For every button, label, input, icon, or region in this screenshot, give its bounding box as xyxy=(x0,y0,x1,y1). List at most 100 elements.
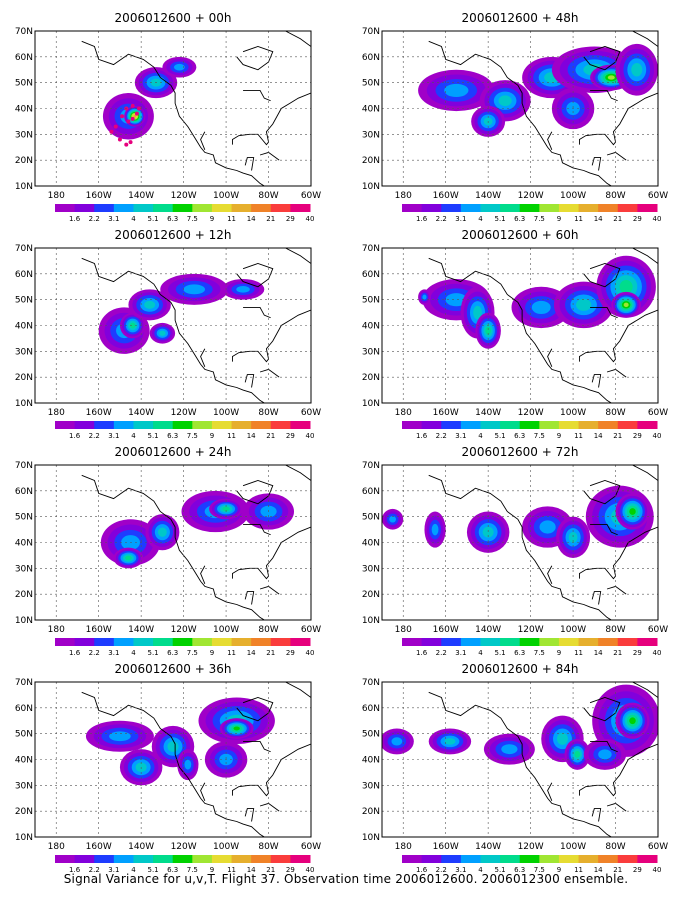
colorbar-swatch xyxy=(270,855,291,863)
colorbar-swatch xyxy=(598,855,619,863)
colorbar-label: 5.1 xyxy=(148,432,159,440)
lon-tick-label: 60W xyxy=(301,191,321,201)
colorbar-swatch xyxy=(402,638,423,646)
colorbar-label: 11 xyxy=(574,649,583,657)
colorbar-label: 11 xyxy=(574,432,583,440)
colorbar-label: 11 xyxy=(574,866,583,874)
colorbar-swatch xyxy=(598,421,619,429)
observation-point xyxy=(109,129,114,134)
lon-tick-label: 120W xyxy=(518,191,544,201)
colorbar-swatch xyxy=(153,204,174,212)
colorbar-label: 40 xyxy=(653,215,662,223)
colorbar-label: 29 xyxy=(286,866,295,874)
colorbar-label: 40 xyxy=(306,215,315,223)
lon-tick-label: 80W xyxy=(258,625,278,635)
colorbar-label: 7.5 xyxy=(534,432,545,440)
coastline xyxy=(285,682,311,698)
lon-tick-label: 160W xyxy=(433,625,459,635)
variance-contour xyxy=(574,750,581,758)
colorbar-swatch xyxy=(270,421,291,429)
coastline xyxy=(244,591,255,605)
lon-tick-label: 100W xyxy=(213,191,239,201)
colorbar-label: 21 xyxy=(266,432,275,440)
coastline xyxy=(547,565,553,585)
map-area xyxy=(81,682,311,837)
coastline xyxy=(606,802,627,812)
colorbar-label: 4 xyxy=(131,215,136,223)
lon-tick-label: 140W xyxy=(128,191,154,201)
colorbar-swatch xyxy=(402,421,423,429)
lat-tick-label: 20N xyxy=(362,156,380,166)
colorbar-label: 1.6 xyxy=(69,215,81,223)
variance-contour xyxy=(485,326,491,335)
variance-contour xyxy=(598,749,612,760)
coastline xyxy=(547,131,553,151)
panel-title: 2006012600 + 00h xyxy=(115,11,232,25)
panel-title: 2006012600 + 60h xyxy=(462,228,579,242)
colorbar-label: 5.1 xyxy=(495,649,506,657)
lon-tick-label: 100W xyxy=(213,842,239,852)
colorbar-label: 3.1 xyxy=(455,649,466,657)
variance-contour xyxy=(623,302,629,307)
lat-tick-label: 50N xyxy=(362,79,380,89)
coastline xyxy=(259,368,280,378)
lat-tick-label: 50N xyxy=(362,296,380,306)
colorbar-label: 1.6 xyxy=(416,215,428,223)
colorbar-swatch xyxy=(113,204,134,212)
colorbar-label: 5.1 xyxy=(495,866,506,874)
colorbar-swatch xyxy=(55,855,76,863)
colorbar-label: 1.6 xyxy=(416,432,428,440)
colorbar-swatch xyxy=(172,638,193,646)
colorbar-label: 3.1 xyxy=(455,432,466,440)
colorbar-label: 7.5 xyxy=(187,866,198,874)
coastline xyxy=(590,89,618,102)
panel-frame xyxy=(34,247,312,404)
variance-contour xyxy=(631,63,643,77)
lat-tick-label: 50N xyxy=(15,296,33,306)
colorbar-label: 21 xyxy=(613,866,622,874)
lon-tick-label: 120W xyxy=(171,408,197,418)
colorbar-swatch xyxy=(637,204,658,212)
colorbar-label: 7.5 xyxy=(187,432,198,440)
colorbar-swatch xyxy=(211,421,233,429)
lon-tick-label: 100W xyxy=(560,625,586,635)
variance-contour xyxy=(236,286,250,293)
lon-tick-label: 140W xyxy=(475,842,501,852)
coastline xyxy=(632,248,658,264)
colorbar-label: 21 xyxy=(613,215,622,223)
lat-tick-label: 10N xyxy=(15,182,33,192)
colorbar-label: 7.5 xyxy=(534,866,545,874)
lat-tick-label: 30N xyxy=(15,347,33,357)
variance-contour xyxy=(445,293,468,307)
colorbar-swatch xyxy=(460,421,481,429)
colorbar-swatch xyxy=(231,855,252,863)
colorbar-swatch xyxy=(558,204,580,212)
coastline xyxy=(231,309,311,363)
colorbar-swatch xyxy=(519,638,540,646)
chart-panel: 2006012600 + 84h 70N 60N 50N 40N 30N 20N 10N 180… xyxy=(362,662,668,874)
colorbar-swatch xyxy=(441,204,462,212)
chart-panel: 2006012600 + 12h 70N 60N 50N 40N 30N 20N 10N 180… xyxy=(15,228,321,440)
lat-tick-label: 60N xyxy=(15,270,33,280)
coastline xyxy=(606,368,627,378)
variance-contour xyxy=(501,744,518,755)
colorbar-label: 1.6 xyxy=(416,649,428,657)
colorbar-swatch xyxy=(500,638,521,646)
variance-contour xyxy=(498,95,512,107)
lat-tick-label: 40N xyxy=(362,539,380,549)
lon-tick-label: 60W xyxy=(301,842,321,852)
coastline xyxy=(591,157,602,171)
lon-tick-label: 140W xyxy=(475,408,501,418)
colorbar-label: 1.6 xyxy=(416,866,428,874)
colorbar-swatch xyxy=(598,204,619,212)
panel-frame xyxy=(381,464,659,621)
colorbar-swatch xyxy=(290,204,311,212)
observation-point xyxy=(126,119,131,124)
colorbar-label: 21 xyxy=(266,649,275,657)
lon-tick-label: 180 xyxy=(48,191,65,201)
variance-contour xyxy=(167,741,179,752)
variance-contour xyxy=(222,506,230,512)
lon-tick-label: 80W xyxy=(605,842,625,852)
variance-contour xyxy=(619,279,633,294)
